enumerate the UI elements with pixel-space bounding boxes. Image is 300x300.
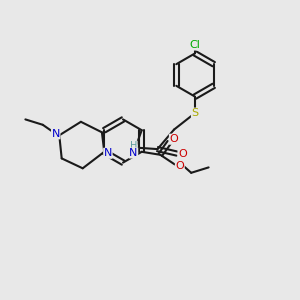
- Text: S: S: [191, 108, 199, 118]
- Text: O: O: [169, 134, 178, 144]
- Text: N: N: [52, 129, 60, 139]
- Text: N: N: [104, 148, 112, 158]
- Text: H: H: [130, 141, 137, 151]
- Text: N: N: [129, 148, 138, 158]
- Text: O: O: [176, 161, 184, 171]
- Text: Cl: Cl: [190, 40, 200, 50]
- Text: O: O: [178, 148, 187, 159]
